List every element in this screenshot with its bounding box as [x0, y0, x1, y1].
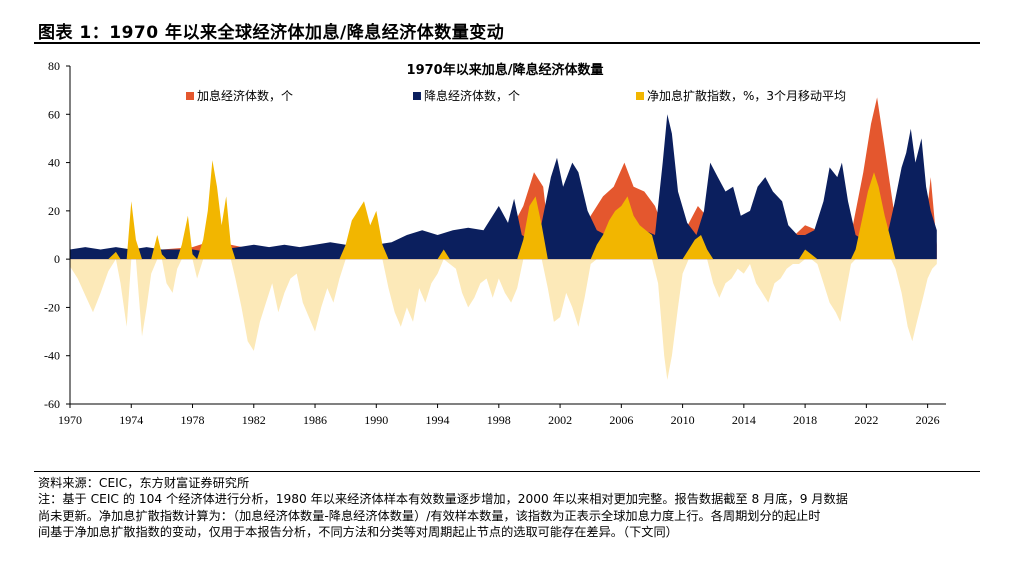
x-tick-label: 2010: [671, 413, 695, 427]
x-tick-label: 2018: [793, 413, 817, 427]
series-layer: [70, 97, 937, 380]
note-text: 注：基于 CEIC 的 104 个经济体进行分析，1980 年以来经济体样本有效…: [38, 491, 978, 541]
title-rule: [34, 42, 980, 44]
x-tick-label: 1982: [242, 413, 266, 427]
y-tick-label: 0: [54, 252, 60, 266]
diffusion-positive-area: [70, 160, 937, 260]
cut-area: [70, 114, 937, 260]
y-tick-label: 60: [48, 107, 60, 121]
note-line: 尚未更新。净加息扩散指数计算为：（加息经济体数量-降息经济体数量）/有效样本数量…: [38, 508, 821, 523]
legend-label: 加息经济体数，个: [197, 88, 293, 103]
x-tick-label: 1978: [181, 413, 205, 427]
y-tick-label: -60: [44, 397, 60, 411]
x-tick-label: 2006: [609, 413, 633, 427]
y-tick-label: -20: [44, 300, 60, 314]
x-tick-label: 1974: [119, 413, 143, 427]
y-tick-label: 20: [48, 204, 60, 218]
source-text: 资料来源：CEIC，东方财富证券研究所: [38, 476, 250, 490]
legend-swatch: [186, 92, 194, 100]
x-tick-label: 1994: [426, 413, 450, 427]
legend-label: 降息经济体数，个: [424, 88, 520, 103]
legend: 加息经济体数，个 降息经济体数，个 净加息扩散指数，%，3个月移动平均: [186, 88, 846, 103]
y-tick-label: 40: [48, 156, 60, 170]
axes-layer: -60 -40 -20 0 20 40 60 80 1970 1974 1978 1982 1986 19…: [44, 59, 946, 427]
x-tick-label: 1990: [364, 413, 388, 427]
figure-title: 图表 1：1970 年以来全球经济体加息/降息经济体数量变动: [38, 23, 505, 43]
x-tick-label: 1998: [487, 413, 511, 427]
footer-rule: [34, 471, 980, 472]
x-tick-label: 2002: [548, 413, 572, 427]
y-tick-label: -40: [44, 349, 60, 363]
diffusion-negative-area: [70, 259, 937, 380]
legend-swatch: [413, 92, 421, 100]
chart-title: 1970年以来加息/降息经济体数量: [407, 62, 604, 78]
note-line: 间基于净加息扩散指数的变动，仅用于本报告分析，不同方法和分类等对周期起止节点的选…: [38, 525, 678, 539]
y-tick-label: 80: [48, 59, 60, 73]
chart: -60 -40 -20 0 20 40 60 80 1970 1974 1978 1982 1986 19…: [44, 59, 946, 427]
x-tick-label: 1986: [303, 413, 327, 427]
x-tick-label: 2014: [732, 413, 756, 427]
note-line: 注：基于 CEIC 的 104 个经济体进行分析，1980 年以来经济体样本有效…: [38, 492, 848, 506]
x-tick-label: 2026: [916, 413, 940, 427]
x-tick-label: 1970: [58, 413, 82, 427]
legend-swatch: [636, 92, 644, 100]
x-tick-label: 2022: [854, 413, 878, 427]
legend-label: 净加息扩散指数，%，3个月移动平均: [647, 88, 846, 103]
